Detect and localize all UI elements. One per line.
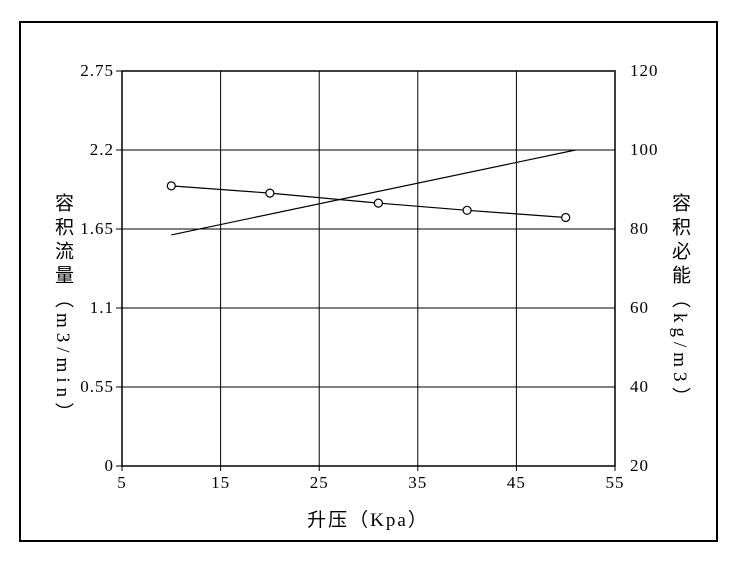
series-line-1 <box>171 185 566 219</box>
left-axis-tick-label: 0.55 <box>80 377 114 396</box>
right-axis-tick-label: 120 <box>630 61 659 80</box>
figure-frame <box>19 21 718 542</box>
x-axis-tick-label: 55 <box>605 473 625 492</box>
right-axis-title: 容积必能（kg/m3） <box>669 193 690 411</box>
right-axis-tick-label: 80 <box>630 219 649 238</box>
data-point-marker <box>265 188 275 198</box>
right-axis-tick-label: 40 <box>630 377 649 396</box>
data-point-marker <box>462 205 472 215</box>
x-axis-title: 升压（Kpa） <box>307 510 429 531</box>
plot-border <box>121 70 616 467</box>
x-axis-tick-label: 45 <box>506 473 526 492</box>
right-axis-tick-label: 60 <box>630 298 649 317</box>
x-axis-tick-label: 5 <box>117 473 127 492</box>
left-axis-tick-label: 1.1 <box>89 298 114 317</box>
data-point-marker <box>166 181 176 191</box>
data-point-marker <box>373 198 383 208</box>
right-axis-tick-label: 20 <box>630 456 649 475</box>
x-axis-tick-label: 25 <box>309 473 329 492</box>
left-axis-tick-label: 2.75 <box>80 61 114 80</box>
left-axis-tick-label: 2.2 <box>89 140 114 159</box>
chart-plot-area <box>116 70 616 471</box>
right-axis-tick-label: 100 <box>630 140 659 159</box>
data-point-marker <box>561 212 571 223</box>
x-axis-tick-label: 35 <box>408 473 428 492</box>
left-axis-tick-label: 0 <box>104 456 114 475</box>
series-line-2 <box>171 149 576 236</box>
left-axis-tick-label: 1.65 <box>80 219 114 238</box>
left-axis-title: 容积流量（m3/min） <box>52 193 73 427</box>
x-axis-tick-label: 15 <box>211 473 231 492</box>
